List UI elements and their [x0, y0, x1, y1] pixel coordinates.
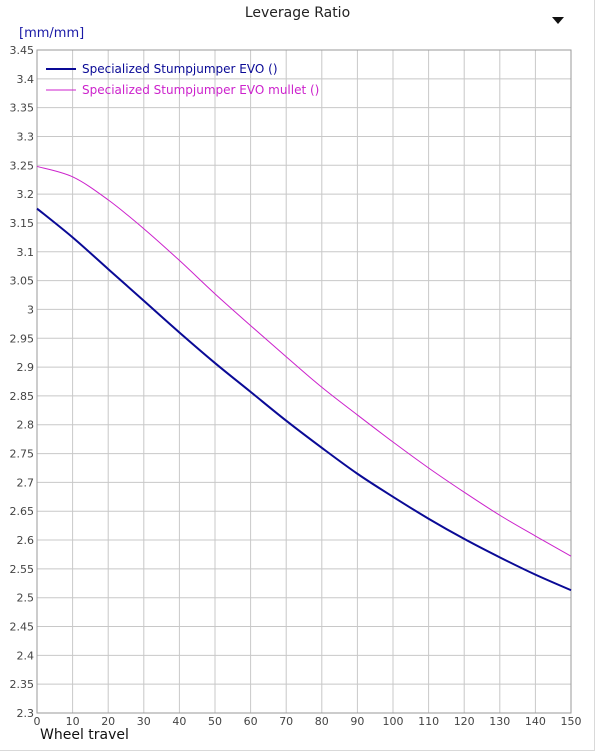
x-axis-label: Wheel travel	[40, 727, 129, 743]
x-tick-label: 0	[34, 715, 41, 728]
y-tick-label: 3.25	[10, 159, 35, 172]
y-tick-label: 3.1	[17, 246, 35, 259]
plot-border	[36, 49, 572, 714]
x-tick-label: 90	[350, 715, 364, 728]
y-tick-label: 3.35	[10, 102, 35, 115]
y-tick-label: 3.15	[10, 217, 35, 230]
y-tick-label: 3.45	[10, 44, 35, 57]
x-tick-label: 10	[66, 715, 80, 728]
chart-title: Leverage Ratio	[244, 5, 351, 21]
series-lines	[36, 165, 572, 592]
x-tick-label: 40	[172, 715, 186, 728]
y-tick-label: 3.2	[17, 188, 35, 201]
legend-label-1: Specialized Stumpjumper EVO ()	[82, 62, 278, 76]
y-tick-label: 2.75	[10, 448, 35, 461]
x-tick-label: 80	[315, 715, 329, 728]
y-tick-label: 2.6	[17, 534, 35, 547]
y-tick-label: 2.95	[10, 332, 35, 345]
y-tick-label: 2.4	[17, 649, 35, 662]
y-tick-label: 2.55	[10, 563, 35, 576]
x-tick-label: 100	[383, 715, 404, 728]
y-tick-label: 2.45	[10, 621, 35, 634]
x-tick-label: 50	[208, 715, 222, 728]
x-tick-label: 60	[244, 715, 258, 728]
grid	[36, 49, 572, 714]
x-tick-label: 140	[525, 715, 546, 728]
x-tick-label: 30	[137, 715, 151, 728]
y-tick-label: 3.4	[17, 73, 35, 86]
x-tick-label: 150	[561, 715, 582, 728]
y-tick-label: 2.5	[17, 592, 35, 605]
y-tick-label: 2.35	[10, 678, 35, 691]
y-axis-unit-label: [mm/mm]	[19, 26, 85, 41]
y-tick-label: 3	[27, 303, 34, 316]
chart-menu-dropdown-icon[interactable]	[552, 17, 564, 24]
legend: Specialized Stumpjumper EVO () Specialize…	[46, 62, 319, 97]
y-tick-label: 2.9	[17, 361, 35, 374]
x-tick-label: 130	[489, 715, 510, 728]
x-tick-label: 70	[279, 715, 293, 728]
x-tick-label: 120	[454, 715, 475, 728]
y-tick-label: 3.05	[10, 275, 35, 288]
y-tick-label: 2.65	[10, 505, 35, 518]
series-line-1	[36, 207, 572, 592]
y-tick-label: 2.7	[17, 476, 35, 489]
series-line-2	[36, 165, 572, 557]
y-tick-label: 2.8	[17, 419, 35, 432]
y-tick-label: 2.3	[17, 707, 35, 720]
legend-label-2: Specialized Stumpjumper EVO mullet ()	[82, 83, 319, 97]
x-tick-label: 20	[101, 715, 115, 728]
y-tick-label: 2.85	[10, 390, 35, 403]
x-tick-label: 110	[418, 715, 439, 728]
x-tick-labels: 0 10 20 30 40 50 60 70 80 90 100 110 120 130 140 150	[34, 715, 582, 728]
y-tick-labels: 2.3 2.35 2.4 2.45 2.5 2.55 2.6 2.65 2.7 2.75 2.8 2.…	[10, 44, 35, 720]
y-tick-label: 3.3	[17, 130, 35, 143]
